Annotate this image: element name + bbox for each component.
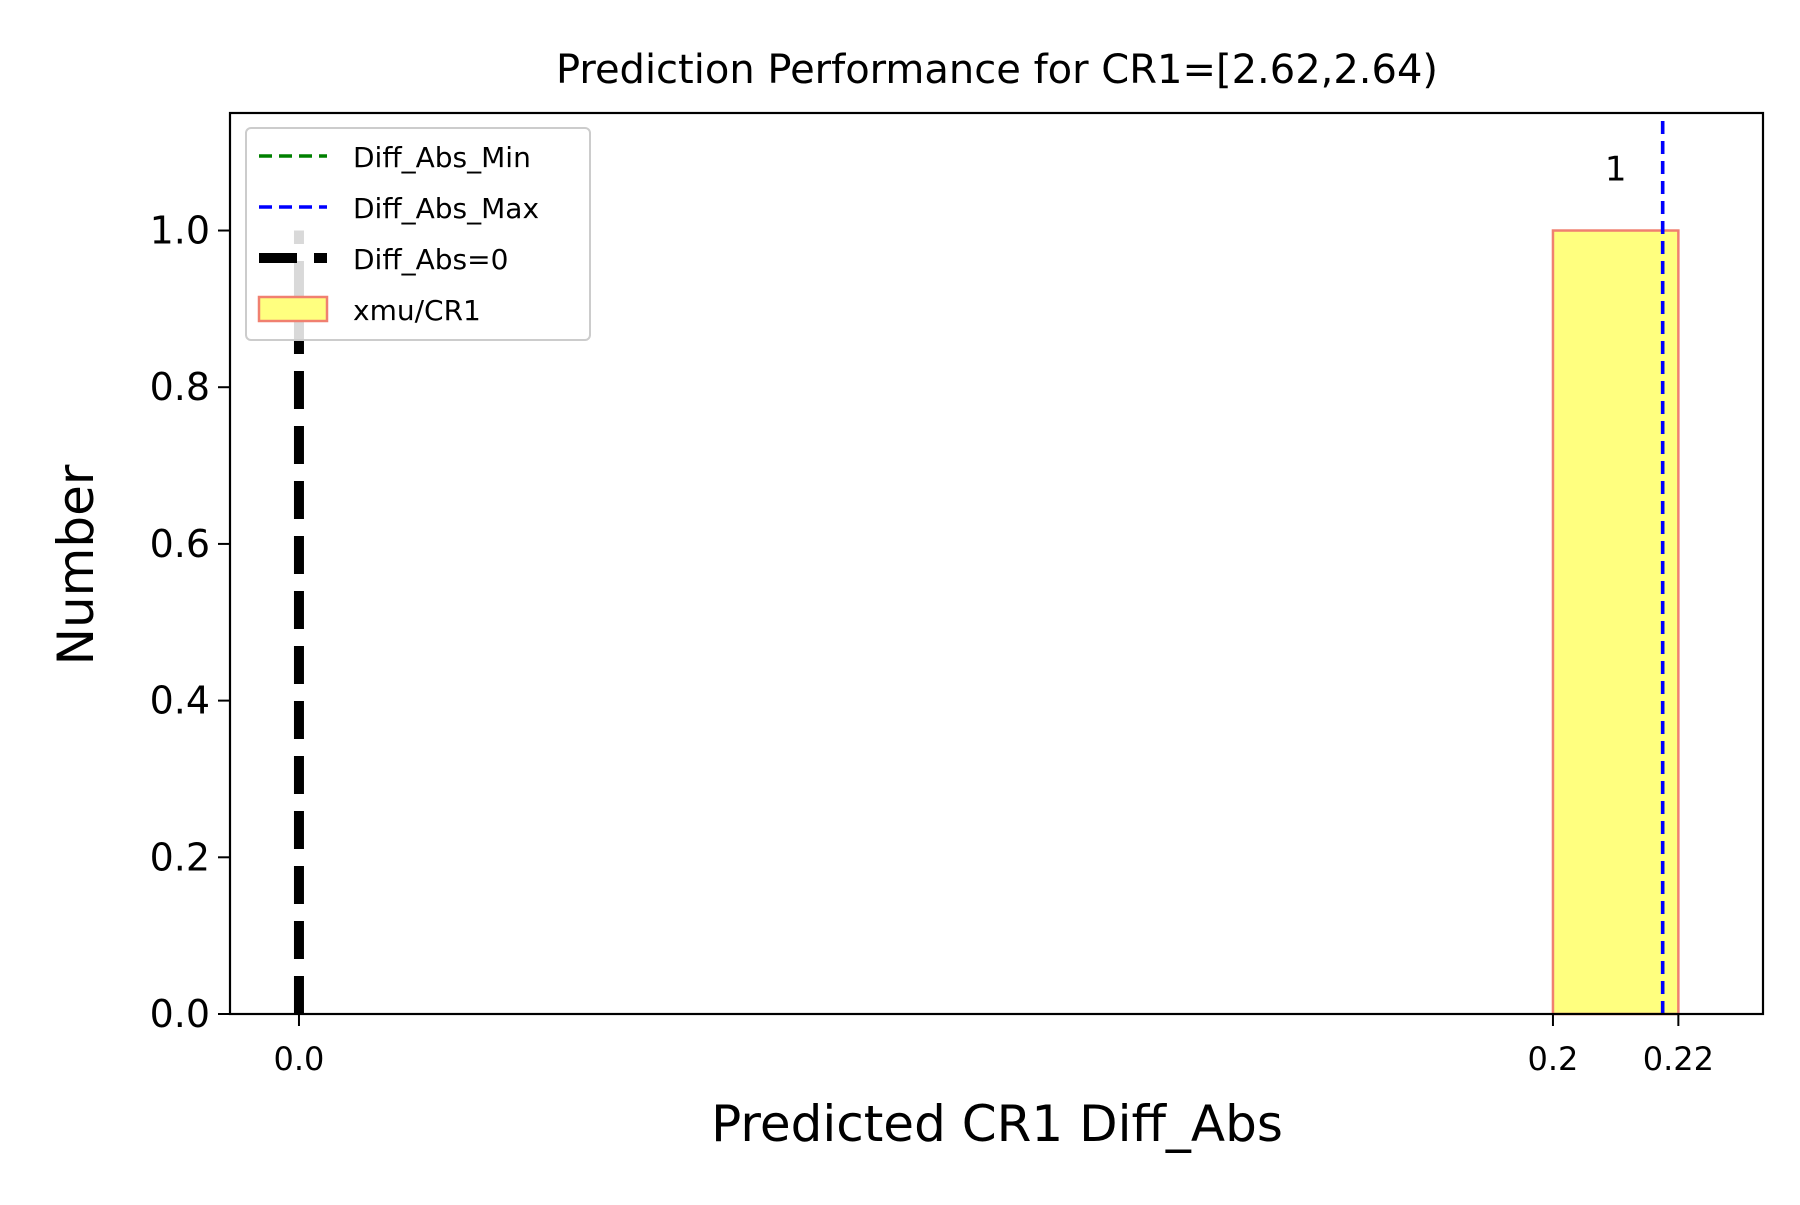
y-tick-label: 0.0 (150, 992, 210, 1036)
bar-count-label: 1 (1605, 150, 1627, 190)
legend-swatch-bar (257, 295, 329, 323)
legend-label: xmu/CR1 (353, 294, 481, 327)
histogram-bar (1551, 229, 1680, 1016)
legend-label: Diff_Abs_Max (353, 192, 539, 225)
plot-frame (228, 111, 1765, 1016)
legend-label: Diff_Abs=0 (353, 243, 508, 276)
legend-box (245, 127, 591, 341)
axes: 0.0 0.2 0.4 0.6 0.8 1.0 0.0 0.2 0.22 (150, 111, 1765, 1078)
y-tick-label: 0.8 (150, 365, 210, 409)
chart-title: Prediction Performance for CR1=[2.62,2.6… (556, 47, 1438, 93)
y-tick-label: 0.2 (150, 835, 210, 879)
x-tick-label: 0.22 (1643, 1040, 1714, 1078)
x-axis-label: Predicted CR1 Diff_Abs (711, 1095, 1283, 1153)
y-tick-label: 0.6 (150, 522, 210, 566)
y-axis-label: Number (47, 464, 105, 665)
x-tick-label: 0.0 (274, 1040, 325, 1078)
x-tick-label: 0.2 (1528, 1040, 1579, 1078)
y-tick-label: 0.4 (150, 679, 210, 723)
y-tick-label: 1.0 (150, 209, 210, 253)
plot-area: 1 (293, 113, 1680, 1016)
legend: Diff_Abs_Min Diff_Abs_Max Diff_Abs=0 xmu/CR… (245, 127, 591, 341)
legend-label: Diff_Abs_Min (353, 141, 531, 174)
